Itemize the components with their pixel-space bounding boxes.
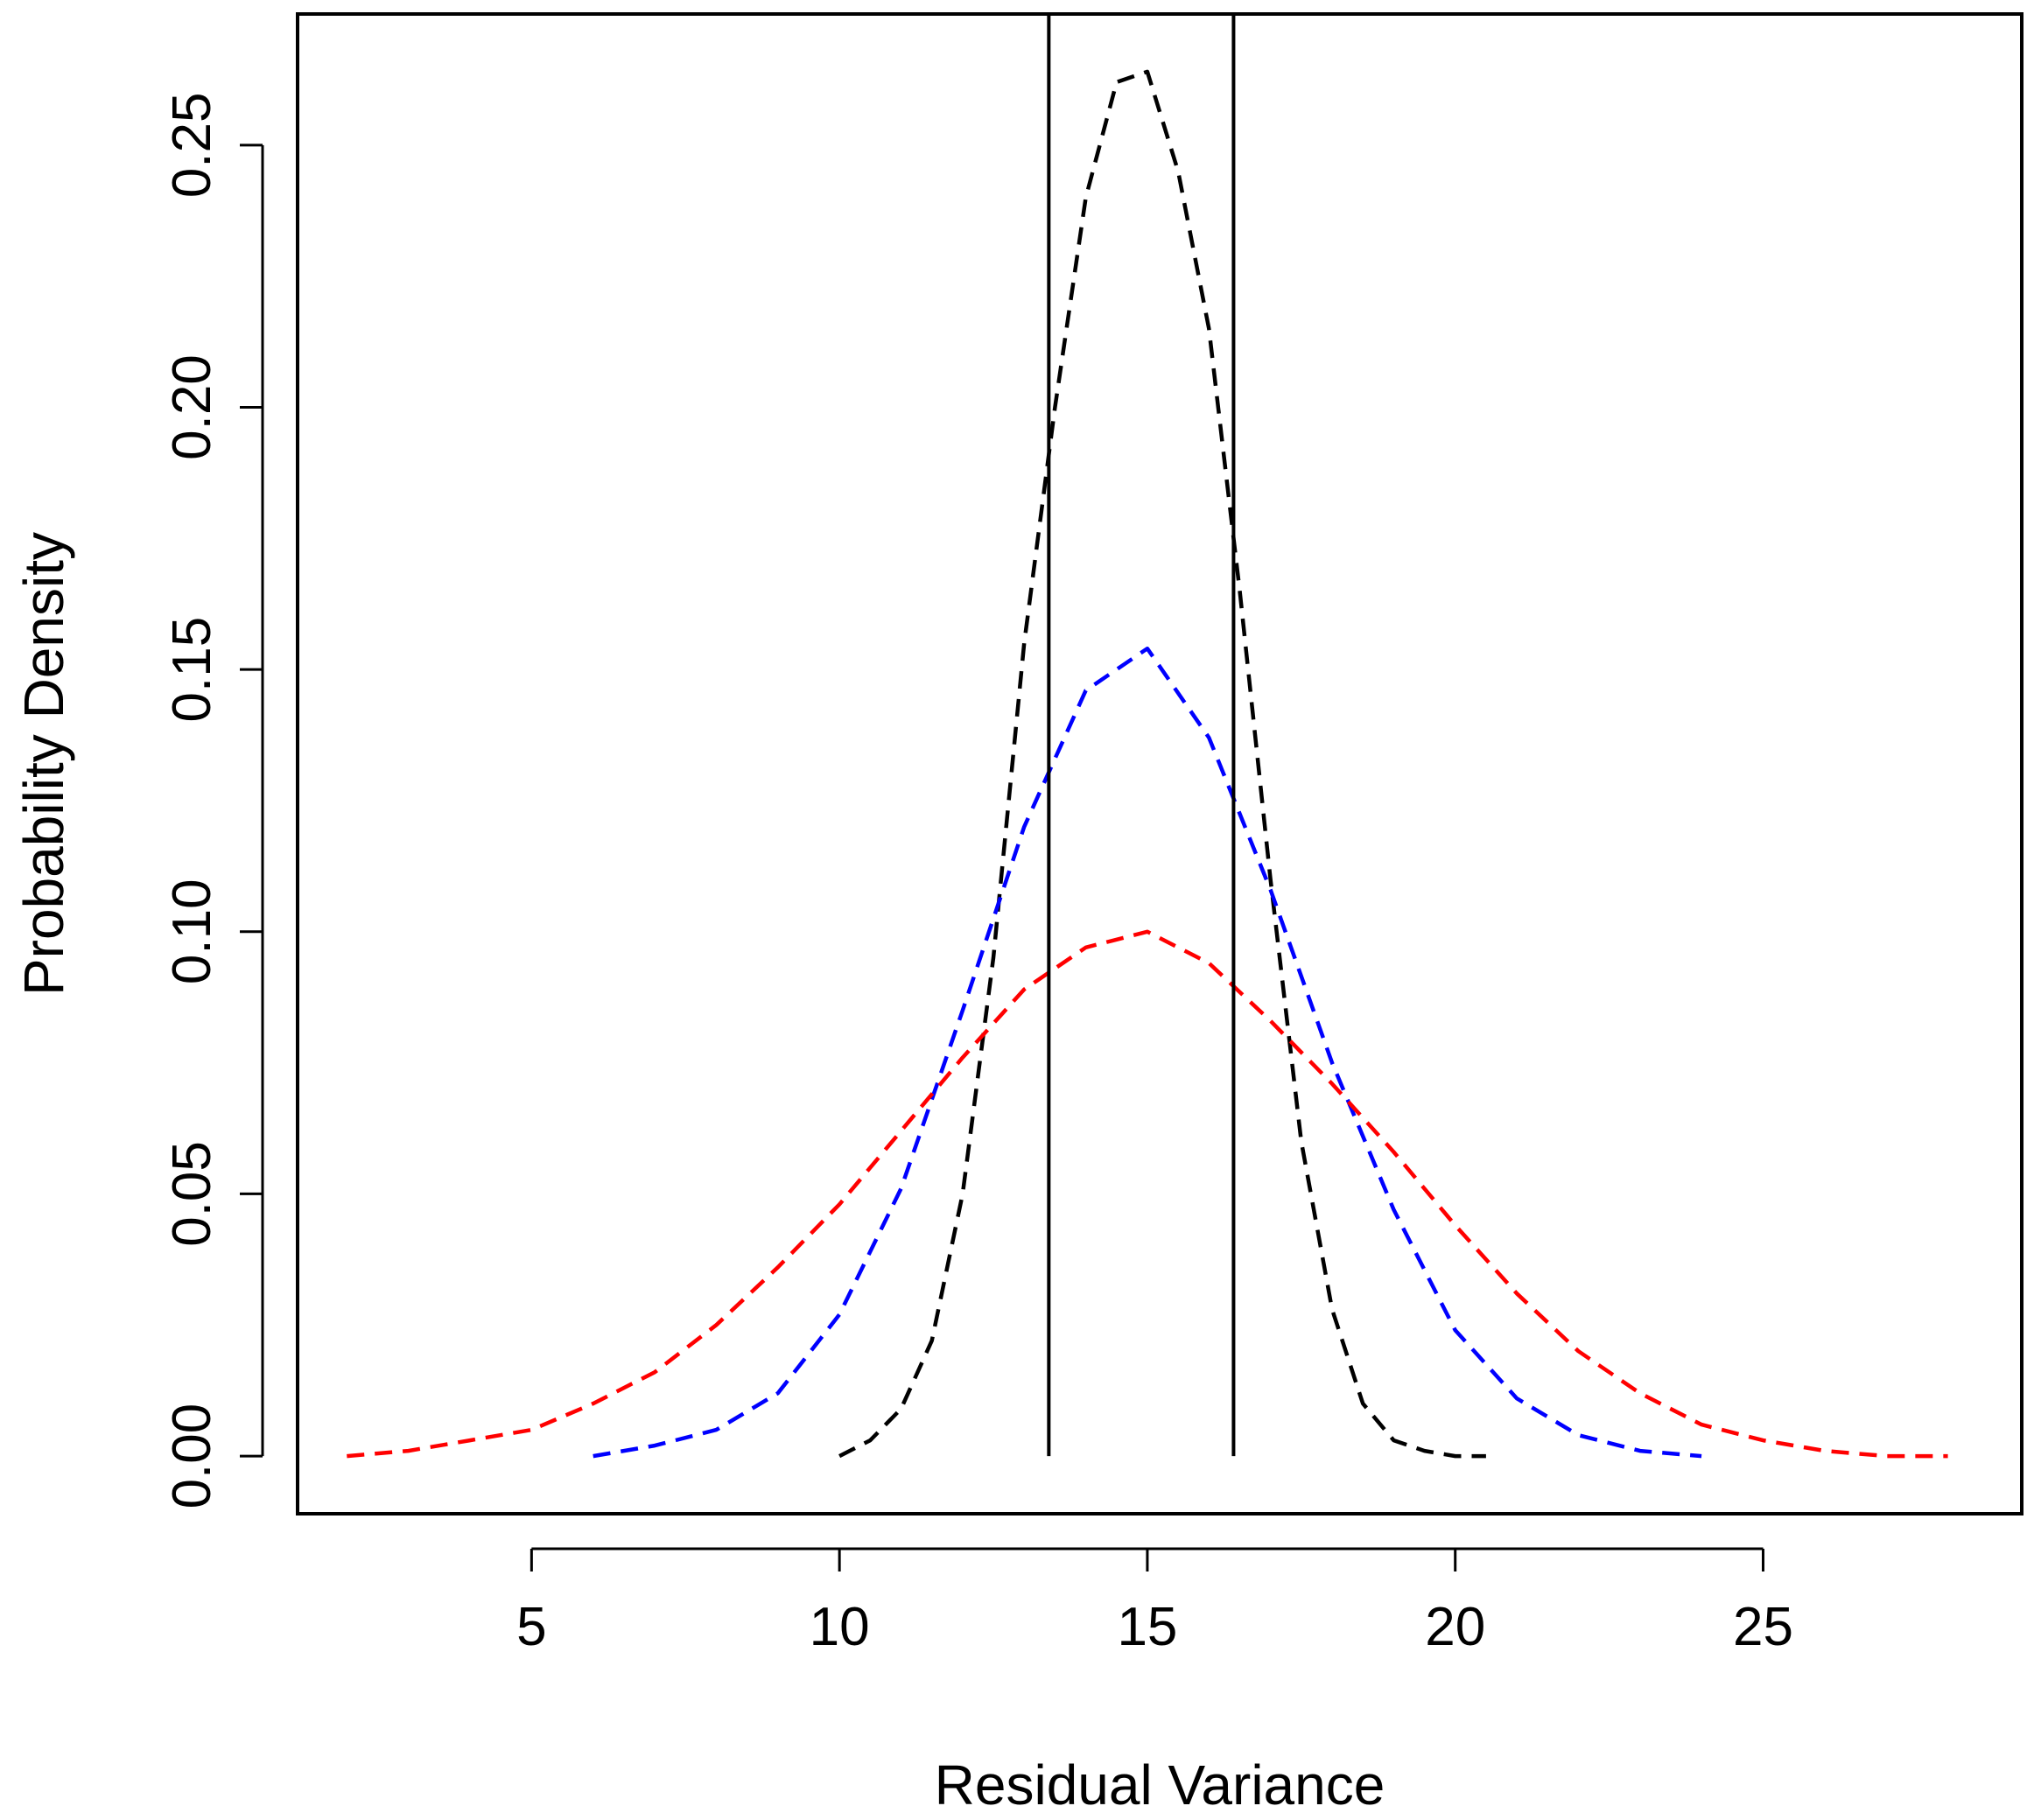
series-red-dashed [347, 929, 1948, 1459]
x-tick-label: 10 [810, 1597, 870, 1657]
x-axis-title: Residual Variance [935, 1754, 1385, 1816]
y-tick-label: 0.25 [162, 92, 222, 198]
x-tick-label: 20 [1425, 1597, 1485, 1657]
y-tick-label: 0.20 [162, 354, 222, 460]
vline-layer [1047, 14, 1236, 1457]
series-blue-dashed [593, 646, 1702, 1459]
y-tick-label: 0.15 [162, 617, 222, 723]
x-tick-label: 15 [1117, 1597, 1177, 1657]
x-axis: 5 10 15 20 25 [516, 1547, 1793, 1657]
plot-frame [296, 12, 2023, 1516]
y-tick-label: 0.10 [162, 878, 222, 984]
y-axis: 0.00 0.05 0.10 0.15 0.20 0.25 [162, 92, 264, 1509]
x-tick-label: 25 [1733, 1597, 1793, 1657]
x-tick-label: 5 [516, 1597, 546, 1657]
y-tick-label: 0.00 [162, 1404, 222, 1509]
y-axis-title: Probability Density [12, 532, 75, 996]
series-black-dashed [838, 69, 1486, 1459]
series-layer [347, 69, 1948, 1459]
y-tick-label: 0.05 [162, 1141, 222, 1247]
